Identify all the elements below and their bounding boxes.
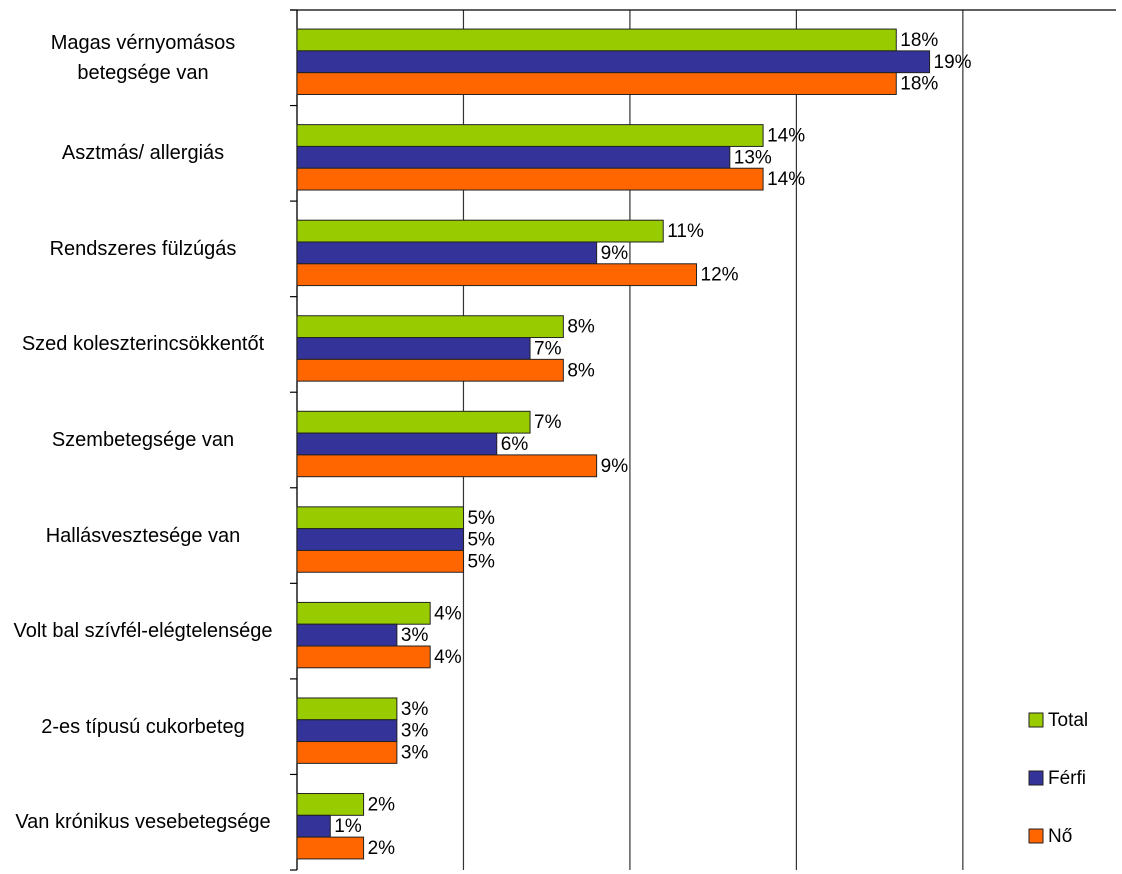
bar	[296, 358, 564, 382]
legend-swatch	[1028, 770, 1044, 786]
value-label: 3%	[401, 625, 429, 646]
value-label: 19%	[934, 52, 972, 73]
legend-swatch	[1028, 828, 1044, 844]
bar	[296, 145, 731, 169]
category-label: Asztmás/ allergiás	[61, 142, 225, 165]
bar	[296, 219, 664, 243]
value-label: 2%	[368, 838, 396, 859]
bar	[296, 124, 764, 147]
bar	[296, 836, 365, 860]
bar	[296, 719, 398, 743]
bar	[296, 549, 464, 573]
category-label: Szed koleszterincsökkentőt	[21, 333, 265, 356]
bar	[296, 337, 531, 360]
category-label: Szembetegsége van	[51, 428, 235, 451]
bar	[296, 506, 464, 530]
value-label: 9%	[601, 456, 629, 477]
value-label: 3%	[401, 721, 429, 742]
value-label: 3%	[401, 699, 429, 720]
category-label: Hallásvesztesége van	[45, 524, 241, 547]
value-label: 4%	[434, 603, 462, 624]
value-label: 11%	[667, 221, 704, 242]
value-label: 14%	[767, 126, 805, 147]
bar	[296, 167, 764, 191]
bar	[296, 28, 897, 52]
value-label: 4%	[434, 647, 462, 668]
legend-swatch	[1028, 712, 1044, 728]
bar	[296, 410, 531, 434]
value-label: 9%	[601, 243, 629, 264]
bar	[296, 645, 431, 669]
bar	[296, 432, 498, 456]
value-label: 7%	[534, 338, 562, 359]
legend-label: Nő	[1048, 826, 1072, 847]
bar	[296, 793, 365, 816]
bar	[296, 741, 398, 764]
value-label: 13%	[734, 147, 772, 168]
value-label: 5%	[467, 508, 495, 529]
bar	[296, 315, 564, 339]
value-label: 6%	[501, 434, 529, 455]
bar	[296, 241, 598, 265]
legend-label: Total	[1048, 710, 1088, 731]
value-label: 8%	[567, 317, 595, 338]
bar	[296, 72, 897, 95]
value-label: 8%	[567, 360, 595, 381]
legend-label: Férfi	[1048, 768, 1086, 789]
value-label: 18%	[900, 74, 938, 95]
category-label: Rendszeres fülzúgás	[49, 237, 237, 260]
bar	[296, 601, 431, 625]
value-label: 7%	[534, 412, 562, 433]
category-label: 2-es típusú cukorbeteg	[41, 715, 245, 738]
value-label: 5%	[467, 551, 495, 572]
category-label: Magas vérnyomásos betegsége van	[50, 31, 236, 84]
bar	[296, 263, 698, 287]
bar	[296, 50, 931, 74]
value-label: 3%	[401, 742, 429, 763]
value-label: 2%	[368, 794, 396, 815]
bar	[296, 697, 398, 721]
value-label: 12%	[701, 265, 739, 286]
category-label: Volt bal szívfél-elégtelensége	[13, 620, 273, 643]
value-label: 5%	[467, 530, 495, 551]
category-label: Van krónikus vesebetegsége	[15, 811, 271, 834]
bar	[296, 528, 464, 551]
value-label: 1%	[334, 816, 362, 837]
value-label: 18%	[900, 30, 938, 51]
value-label: 14%	[767, 169, 805, 190]
bar	[296, 814, 331, 838]
bar	[296, 623, 398, 647]
bar	[296, 454, 598, 478]
